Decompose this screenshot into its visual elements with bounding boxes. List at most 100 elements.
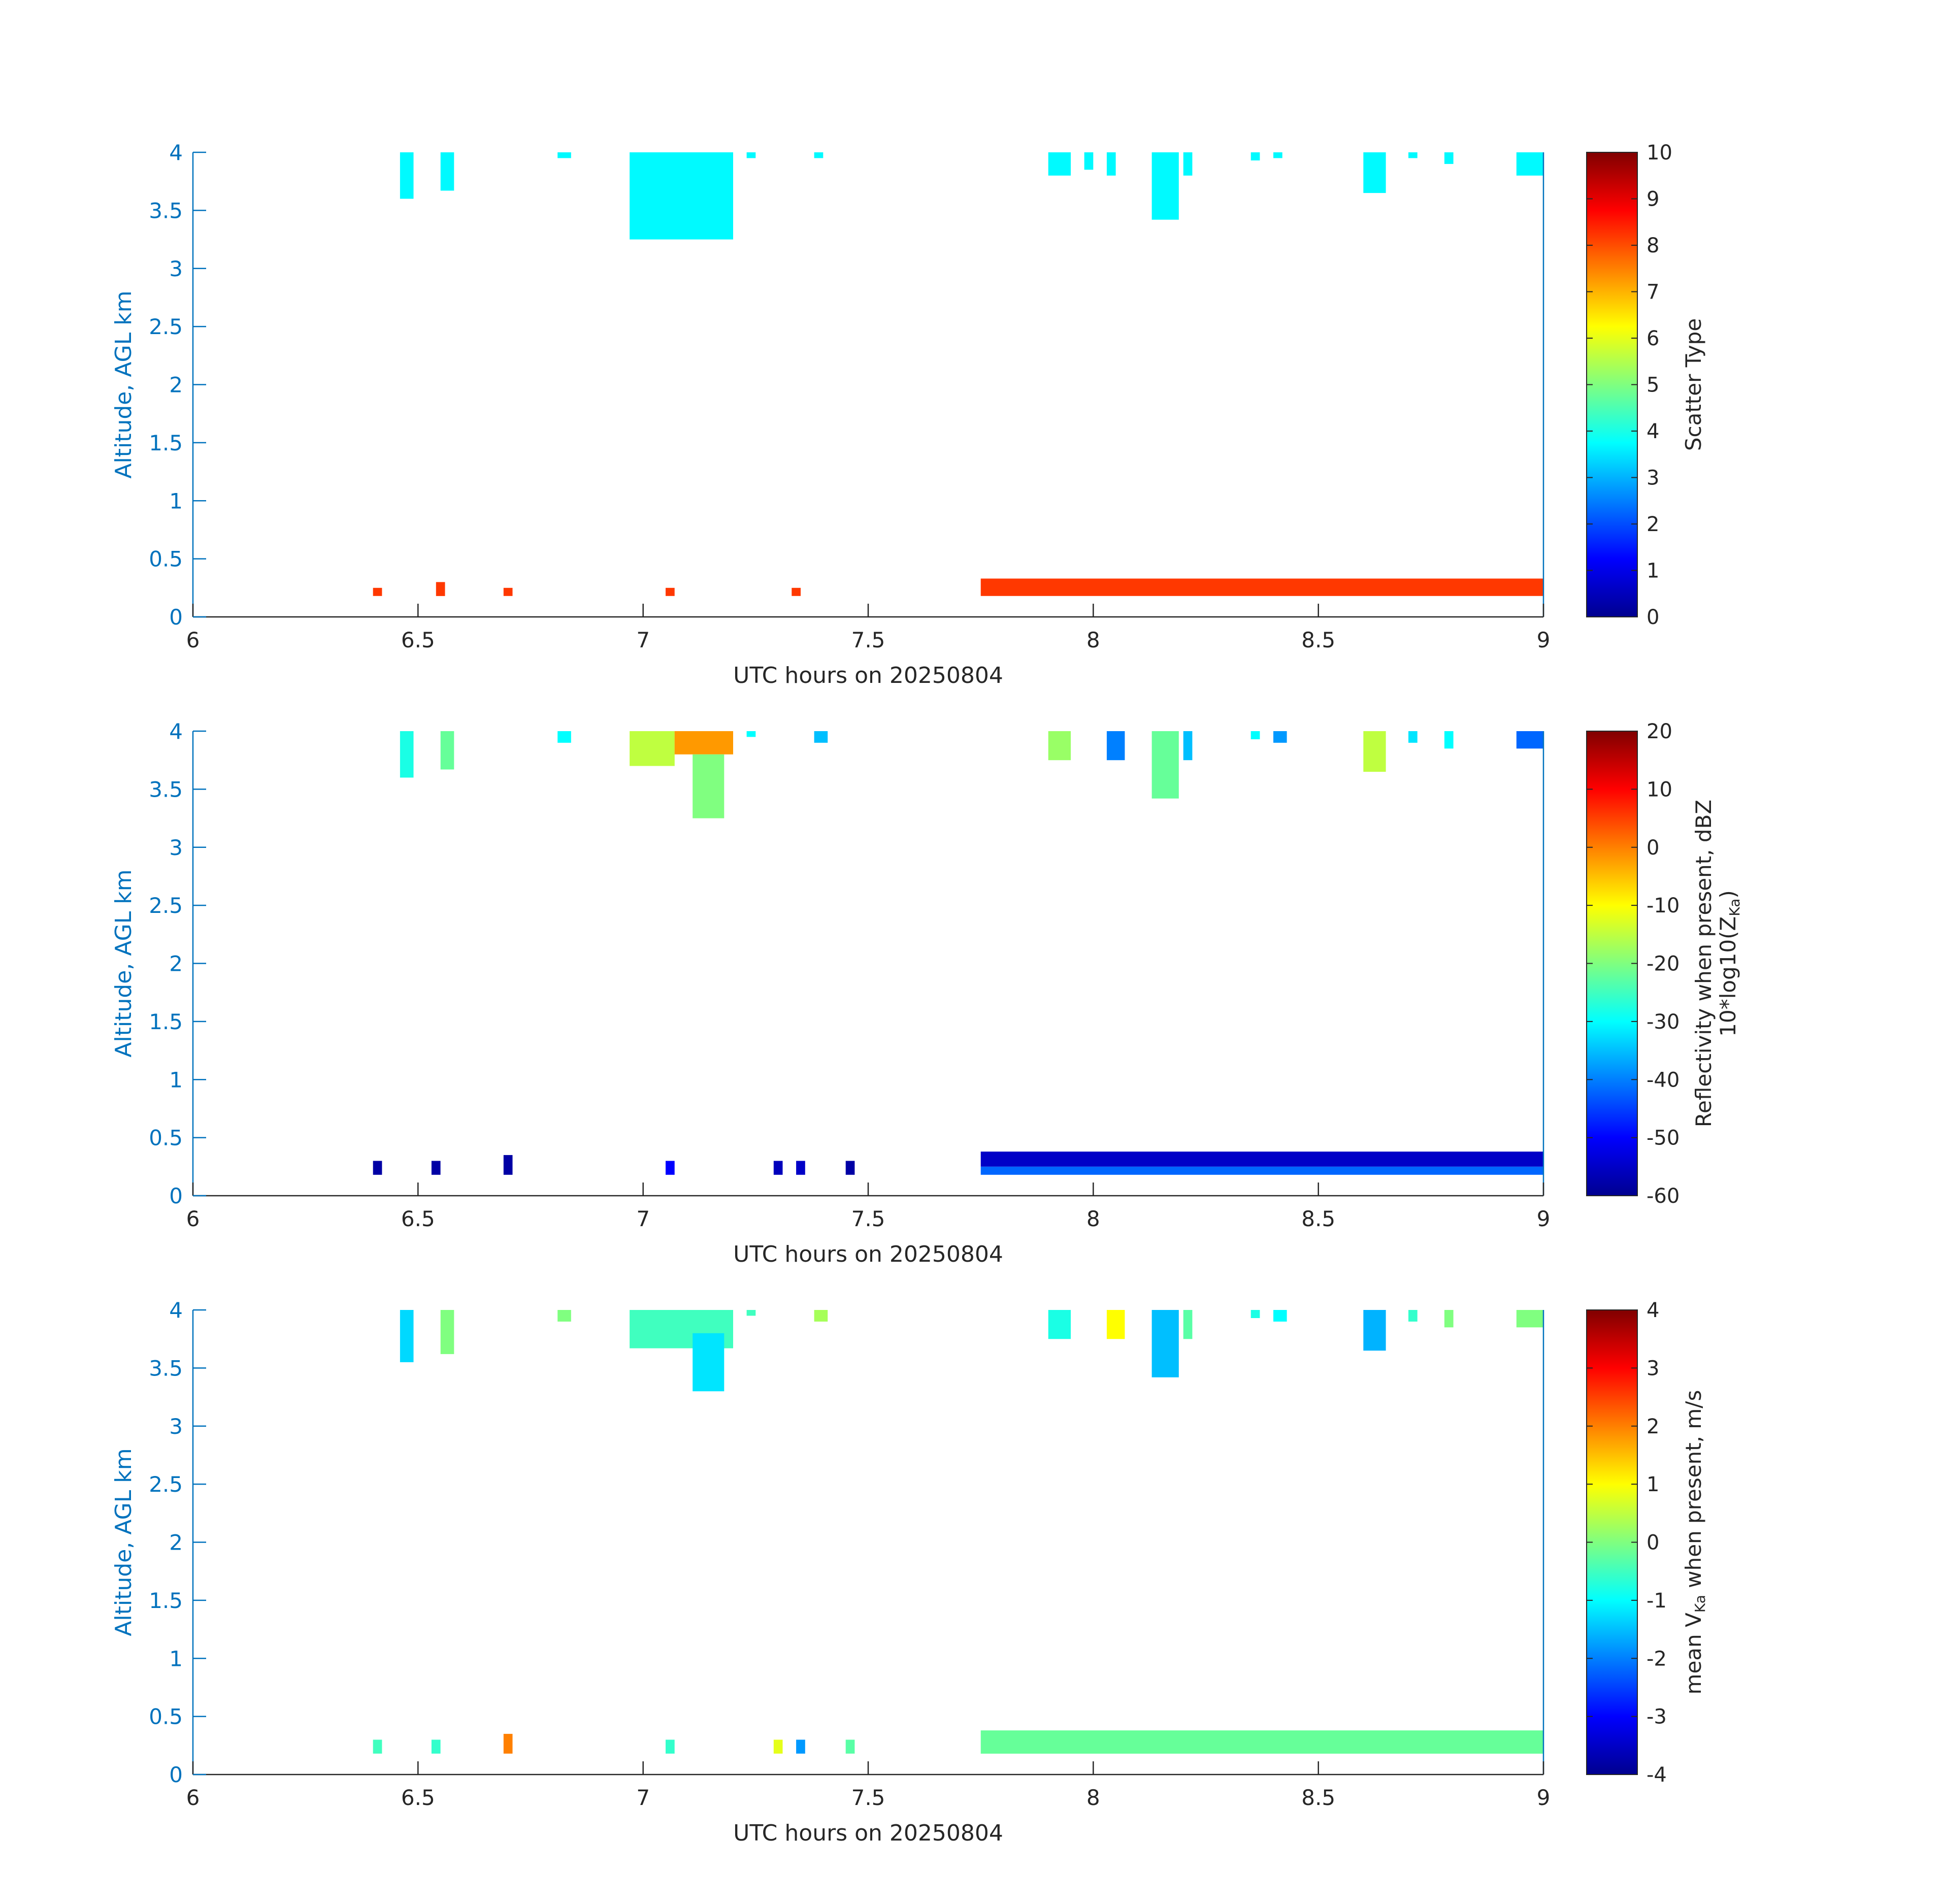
y-tick-label: 2.5 — [149, 314, 183, 339]
colorbar-tick-label: -50 — [1647, 1127, 1680, 1150]
colorbar-label: Scatter Type — [1681, 318, 1706, 451]
colorbar-tick-label: 7 — [1647, 281, 1659, 304]
x-tick-label: 7.5 — [851, 1206, 885, 1231]
heatmap-cell — [1408, 1310, 1418, 1322]
y-tick-label: 3.5 — [149, 198, 183, 223]
colorbar-ticks: -4 -3 -2 -1 0 1 2 3 4 — [1587, 1299, 1667, 1787]
y-tick-label: 0 — [169, 1184, 183, 1208]
colorbar-tick-label: 20 — [1647, 720, 1672, 743]
heatmap-cell — [1183, 1310, 1193, 1339]
colorbar-ticks: -60 -50 -40 -30 -20 -10 0 10 20 — [1587, 720, 1680, 1208]
y-tick-label: 1.5 — [149, 1588, 183, 1613]
panel-3-mean-velocity: 6 6.5 7 7.5 8 8.5 9 0 0.5 1 1.5 2 2.5 3 … — [111, 1298, 1708, 1846]
panel-3-colorbar: -4 -3 -2 -1 0 1 2 3 4 mean VKa when present, m/s — [1586, 1299, 1708, 1787]
heatmap-cell — [746, 1310, 756, 1316]
panel-1-x-ticks: 6 6.5 7 7.5 8 8.5 9 — [186, 604, 1550, 652]
heatmap-cell — [557, 731, 571, 743]
colorbar-label: 10*log10(ZKa) — [1716, 890, 1743, 1037]
x-tick-label: 9 — [1537, 1785, 1551, 1810]
heatmap-cell — [1444, 152, 1454, 164]
heatmap-cell — [693, 754, 725, 818]
heatmap-cell — [674, 731, 733, 754]
colorbar-tick-label: 6 — [1647, 327, 1659, 350]
colorbar-tick-label: 1 — [1647, 1473, 1659, 1496]
heatmap-cell — [440, 1310, 454, 1354]
heatmap-cell — [980, 578, 1543, 596]
x-tick-label: 7.5 — [851, 1785, 885, 1810]
colorbar-tick-label: 3 — [1647, 1357, 1659, 1380]
heatmap-cell — [1444, 731, 1454, 749]
colorbar-tick-label: -2 — [1647, 1647, 1667, 1670]
colorbar-tick-label: -10 — [1647, 894, 1680, 917]
heatmap-cell — [796, 1161, 805, 1175]
x-tick-label: 8 — [1087, 628, 1100, 652]
heatmap-cell — [1273, 1310, 1287, 1322]
heatmap-cell — [436, 582, 445, 596]
colorbar-tick-label: -40 — [1647, 1068, 1680, 1092]
panel-2-plot-area — [192, 731, 1544, 1197]
colorbar-gradient — [1586, 731, 1638, 1196]
x-tick-label: 6 — [186, 1206, 200, 1231]
y-tick-label: 0 — [169, 605, 183, 630]
heatmap-cell — [1444, 1310, 1454, 1328]
heatmap-cell — [1151, 1310, 1179, 1377]
heatmap-cell — [400, 152, 414, 199]
colorbar-gradient — [1586, 1309, 1638, 1775]
heatmap-cell — [1106, 152, 1116, 176]
y-tick-label: 4 — [169, 1298, 183, 1323]
panel-2-x-ticks: 6 6.5 7 7.5 8 8.5 9 — [186, 1183, 1550, 1231]
heatmap-cell — [630, 731, 675, 766]
panel-3-x-ticks: 6 6.5 7 7.5 8 8.5 9 — [186, 1761, 1551, 1810]
colorbar-tick-label: 0 — [1647, 1531, 1659, 1555]
heatmap-cell — [814, 1310, 828, 1322]
y-tick-label: 0 — [169, 1762, 183, 1787]
heatmap-cell — [1273, 731, 1287, 743]
heatmap-cell — [373, 1161, 382, 1175]
colorbar-tick-label: -1 — [1647, 1589, 1667, 1613]
colorbar-tick-label: -30 — [1647, 1010, 1680, 1034]
colorbar-tick-label: -20 — [1647, 953, 1680, 976]
y-tick-label: 2 — [169, 1530, 183, 1555]
heatmap-cell — [1151, 152, 1179, 220]
panel-2-x-axis-label: UTC hours on 20250804 — [733, 1241, 1003, 1267]
colorbar-label-subscript: Ka — [1726, 899, 1743, 916]
x-tick-label: 8 — [1087, 1206, 1100, 1231]
heatmap-cell — [1516, 731, 1543, 749]
heatmap-cell — [373, 1739, 382, 1754]
heatmap-cell — [1363, 1310, 1386, 1351]
heatmap-cell — [773, 1161, 783, 1175]
y-tick-label: 0.5 — [149, 1704, 183, 1729]
colorbar-tick-label: 0 — [1647, 836, 1659, 860]
x-tick-label: 6 — [186, 628, 200, 652]
heatmap-cell — [630, 152, 733, 240]
heatmap-cell — [1183, 731, 1193, 761]
x-tick-label: 7 — [636, 1206, 650, 1231]
colorbar-tick-label: 1 — [1647, 560, 1659, 583]
colorbar-gradient — [1586, 152, 1638, 617]
heatmap-cell — [503, 587, 513, 596]
panel-2-reflectivity: 6 6.5 7 7.5 8 8.5 9 0 0.5 1 1.5 2 2.5 3 … — [111, 719, 1743, 1267]
colorbar-label-line1: Reflectivity when present, dBZ — [1691, 800, 1716, 1127]
y-tick-label: 3 — [169, 1414, 183, 1439]
heatmap-cell — [792, 587, 801, 596]
panel-2-cells — [373, 731, 1543, 1175]
y-tick-label: 3.5 — [149, 777, 183, 802]
heatmap-cell — [1363, 731, 1386, 772]
heatmap-cell — [845, 1739, 855, 1754]
colorbar-label: Reflectivity when present, dBZ — [1691, 800, 1716, 1127]
y-tick-label: 2 — [169, 373, 183, 398]
colorbar-label-suffix: when present, m/s — [1681, 1390, 1706, 1595]
heatmap-cell — [373, 587, 382, 596]
panel-1-cells — [373, 152, 1543, 596]
heatmap-cell — [1106, 731, 1125, 761]
x-tick-label: 6.5 — [401, 1206, 435, 1231]
y-tick-label: 1.5 — [149, 1009, 183, 1034]
panel-1-colorbar: 0 1 2 3 4 5 6 7 8 9 10 Scatter Type — [1586, 141, 1706, 629]
heatmap-cell — [1250, 152, 1260, 160]
heatmap-cell — [503, 1155, 513, 1175]
x-tick-label: 7.5 — [851, 628, 885, 652]
y-tick-label: 4 — [169, 140, 183, 165]
heatmap-cell — [814, 152, 824, 158]
colorbar-tick-label: 2 — [1647, 1415, 1659, 1438]
panel-2-colorbar: -60 -50 -40 -30 -20 -10 0 10 20 Reflectivity whe… — [1586, 720, 1743, 1208]
